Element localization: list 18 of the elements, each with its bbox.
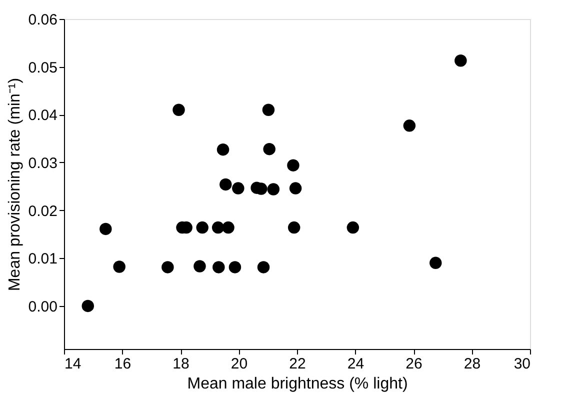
y-tick-label: 0.00	[28, 298, 58, 316]
x-tick-label: 26	[406, 356, 422, 372]
x-tick-label: 14	[64, 356, 82, 372]
x-tick-label: 22	[289, 356, 306, 372]
y-tick-label: 0.02	[28, 202, 58, 220]
x-tick-label: 18	[172, 356, 190, 372]
x-tick-label: 28	[464, 356, 481, 372]
x-tick-label: 16	[114, 356, 132, 372]
y-tick-label: 0.04	[28, 107, 58, 124]
y-axis-title: Mean provisioning rate (min⁻¹)	[6, 78, 24, 292]
y-tick-label: 0.03	[28, 154, 58, 172]
x-tick-label: 24	[347, 356, 364, 372]
x-tick-label: 30	[514, 356, 530, 372]
x-axis-title: Mean male brightness (% light)	[187, 376, 408, 392]
y-tick-label: 0.05	[28, 59, 58, 76]
y-tick-label: 0.06	[28, 12, 58, 28]
y-tick-label: 0.01	[28, 250, 58, 268]
x-tick-label: 20	[230, 356, 248, 372]
